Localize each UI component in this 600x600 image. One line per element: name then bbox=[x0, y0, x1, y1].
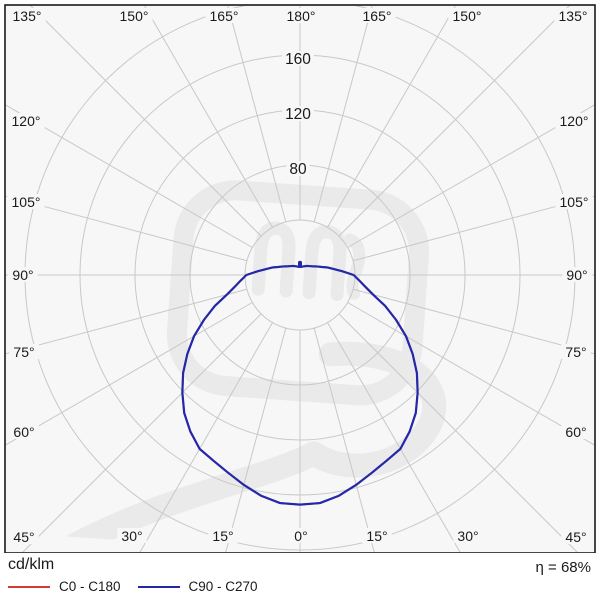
angle-label-bg bbox=[8, 267, 38, 282]
watermark-logo bbox=[59, 180, 447, 553]
grid-ray bbox=[352, 195, 595, 262]
polar-grid bbox=[5, 5, 595, 553]
angle-label: 90° bbox=[566, 267, 587, 283]
grid-ray bbox=[347, 302, 595, 446]
angle-label: 135° bbox=[559, 8, 588, 24]
grid-ray bbox=[327, 5, 457, 228]
angle-label: 135° bbox=[13, 8, 42, 24]
legend-line-c90-c270 bbox=[137, 585, 180, 588]
angle-label-bg bbox=[7, 113, 45, 128]
angle-label-bg bbox=[7, 194, 45, 209]
angle-label-bg bbox=[8, 8, 46, 23]
angle-label-bg bbox=[9, 424, 39, 439]
grid-ray bbox=[30, 5, 262, 237]
angle-label: 30° bbox=[121, 528, 142, 544]
grid-ray bbox=[22, 313, 262, 553]
grid-ray bbox=[338, 313, 578, 553]
angle-label-bg bbox=[555, 113, 593, 128]
angle-label: 165° bbox=[363, 8, 392, 24]
angle-label: 180° bbox=[287, 8, 316, 24]
angle-label-bg bbox=[115, 8, 153, 23]
grid-ray bbox=[5, 288, 248, 355]
angle-label-bg bbox=[561, 344, 591, 359]
angle-label: 75° bbox=[565, 344, 586, 360]
angle-label-bg bbox=[358, 8, 396, 23]
angle-label-bg bbox=[9, 529, 39, 544]
grid-ray bbox=[143, 5, 273, 228]
angle-label: 15° bbox=[366, 528, 387, 544]
angle-label-bg bbox=[9, 344, 39, 359]
angle-label: 30° bbox=[457, 528, 478, 544]
angle-label-bg bbox=[561, 424, 591, 439]
angle-label: 45° bbox=[13, 529, 34, 545]
radial-value-label-bg bbox=[281, 106, 315, 121]
watermark-swoosh-tail bbox=[59, 441, 326, 553]
radial-value-label-bg bbox=[286, 161, 310, 176]
legend-line-c0-c180 bbox=[8, 585, 50, 588]
angle-label-bg bbox=[205, 8, 243, 23]
angle-label: 60° bbox=[565, 424, 586, 440]
labels: 135° 150° 165° 180° 165° 150° 135° 120° 105° 90° 7… bbox=[7, 8, 593, 545]
grid-ray bbox=[338, 5, 570, 237]
units-label: cd/klm bbox=[8, 556, 55, 573]
radial-value-label: 160 bbox=[285, 51, 311, 68]
angle-label: 0° bbox=[294, 528, 307, 544]
angle-label-bg bbox=[453, 528, 483, 543]
watermark-arch-right bbox=[302, 225, 347, 302]
watermark-rounded-square bbox=[166, 180, 430, 406]
plot-border bbox=[4, 4, 596, 553]
angle-label: 15° bbox=[212, 528, 233, 544]
radial-value-label: 120 bbox=[285, 106, 311, 123]
angle-label: 150° bbox=[120, 8, 149, 24]
legend-area: cd/klm η = 68% bbox=[0, 553, 600, 600]
angle-label-bg bbox=[117, 528, 147, 543]
angle-label: 150° bbox=[453, 8, 482, 24]
angle-label-bg bbox=[554, 8, 592, 23]
grid-ray bbox=[327, 322, 461, 553]
grid-ray bbox=[5, 104, 253, 248]
angle-label-bg bbox=[562, 267, 592, 282]
angle-label: 45° bbox=[565, 529, 586, 545]
grid-ray bbox=[347, 104, 595, 248]
angle-label: 120° bbox=[560, 113, 589, 129]
angle-label: 120° bbox=[12, 113, 41, 129]
radial-value-label: 80 bbox=[289, 161, 307, 178]
angle-label-bg bbox=[561, 529, 591, 544]
angle-label-bg bbox=[208, 528, 238, 543]
angle-label: 105° bbox=[560, 194, 589, 210]
angle-label: 105° bbox=[12, 194, 41, 210]
curve-c90-c270 bbox=[181, 260, 419, 506]
watermark-hook bbox=[343, 233, 366, 300]
grid-ray bbox=[352, 288, 595, 355]
legend-label-c0-c180: C0 - C180 bbox=[59, 579, 121, 594]
legend: C0 - C180 C90 - C270 bbox=[8, 579, 275, 594]
grid-ray bbox=[5, 302, 253, 446]
efficiency-value: η = 68% bbox=[535, 559, 591, 576]
angle-label: 60° bbox=[13, 424, 34, 440]
polar-chart: 135° 150° 165° 180° 165° 150° 135° 120° 105° 90° 7… bbox=[4, 4, 596, 553]
angle-label-bg bbox=[448, 8, 486, 23]
watermark-arch-left bbox=[251, 221, 296, 298]
angle-label-bg bbox=[362, 528, 392, 543]
angle-label: 165° bbox=[210, 8, 239, 24]
grid-ray bbox=[139, 322, 273, 553]
angle-label: 75° bbox=[13, 344, 34, 360]
angle-label-bg bbox=[555, 194, 593, 209]
angle-label: 90° bbox=[12, 267, 33, 283]
watermark-swoosh-top bbox=[301, 341, 447, 478]
angle-label-bg bbox=[290, 528, 312, 543]
radial-value-label-bg bbox=[281, 51, 315, 66]
grid-ray bbox=[5, 195, 248, 262]
legend-label-c90-c270: C90 - C270 bbox=[188, 579, 258, 594]
angle-label-bg bbox=[282, 8, 320, 23]
